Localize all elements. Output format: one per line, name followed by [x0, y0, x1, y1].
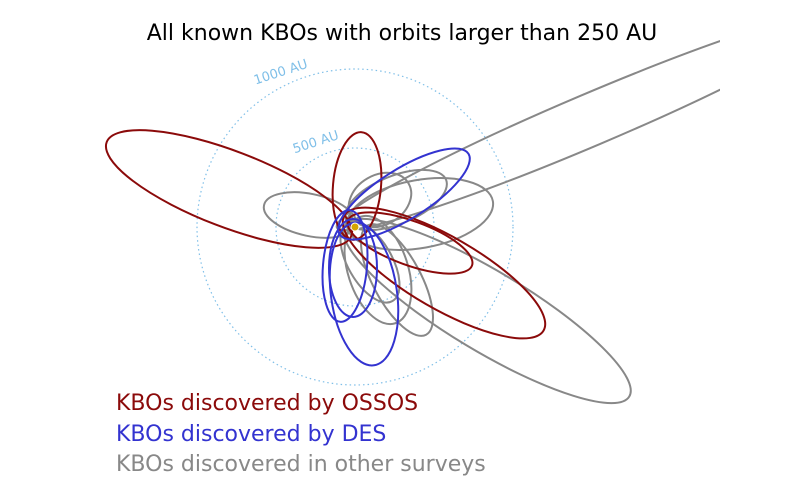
orbit [321, 209, 369, 323]
orbit [335, 8, 720, 232]
ring-label: 500 AU [291, 128, 341, 157]
orbits-other [262, 8, 720, 405]
legend-entry: KBOs discovered in other surveys [116, 452, 486, 477]
orbit [343, 214, 413, 326]
legend-entry: KBOs discovered by DES [116, 422, 386, 447]
orbits-des [321, 147, 471, 367]
sun [350, 222, 360, 232]
legend-entry: KBOs discovered by OSSOS [116, 391, 418, 416]
ring-1000 [196, 68, 514, 386]
orbits [104, 8, 720, 405]
orbit [341, 206, 547, 340]
orbit [104, 129, 354, 249]
title: All known KBOs with orbits larger than 2… [147, 21, 658, 46]
ring-label: 1000 AU [252, 57, 310, 88]
orbit [328, 218, 378, 318]
